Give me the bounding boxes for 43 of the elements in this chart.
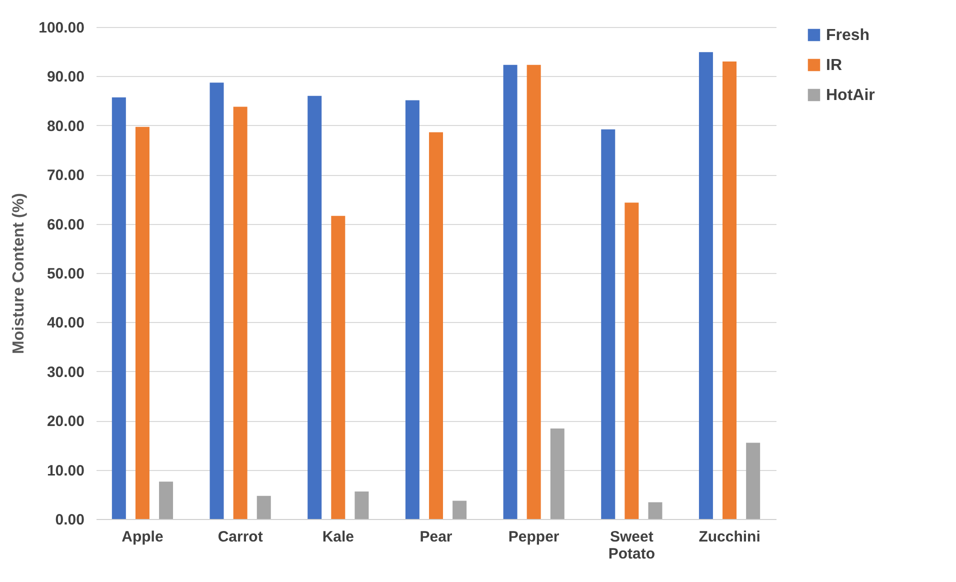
y-tick-label: 0.00 bbox=[55, 512, 84, 528]
bar bbox=[233, 106, 248, 519]
legend-label: Fresh bbox=[826, 27, 870, 44]
bar bbox=[698, 52, 713, 519]
x-tick-label: Pear bbox=[420, 528, 452, 546]
y-tick-label: 50.00 bbox=[46, 266, 84, 282]
y-tick-label: 90.00 bbox=[46, 68, 84, 86]
x-tick-label: Kale bbox=[322, 528, 354, 546]
bar bbox=[429, 132, 443, 519]
bar bbox=[503, 64, 518, 519]
y-tick-label: 100.00 bbox=[38, 20, 84, 36]
bar bbox=[452, 500, 467, 519]
bar bbox=[112, 97, 126, 519]
y-tick-label: 60.00 bbox=[46, 216, 84, 234]
y-axis-title: Moisture Content (%) bbox=[10, 193, 28, 354]
bar bbox=[550, 428, 564, 519]
bar bbox=[624, 202, 639, 519]
x-tick-label: Apple bbox=[122, 528, 164, 546]
bar bbox=[135, 126, 150, 519]
bar bbox=[405, 100, 420, 519]
x-tick-label: Carrot bbox=[218, 528, 263, 546]
y-tick-label: 10.00 bbox=[46, 462, 84, 480]
bar bbox=[601, 129, 616, 519]
bar bbox=[210, 82, 224, 519]
y-tick-label: 20.00 bbox=[46, 413, 84, 430]
bar bbox=[746, 442, 760, 519]
legend-label: HotAir bbox=[826, 87, 875, 104]
x-tick-label: Sweet Potato bbox=[608, 528, 656, 562]
bar bbox=[159, 482, 174, 519]
x-tick-label: Pepper bbox=[508, 528, 560, 546]
y-tick-label: 80.00 bbox=[46, 118, 84, 135]
bar bbox=[256, 496, 271, 519]
bar bbox=[331, 216, 346, 519]
y-tick-label: 40.00 bbox=[46, 314, 84, 332]
bar bbox=[526, 64, 541, 519]
bar bbox=[722, 61, 737, 519]
bar bbox=[308, 96, 322, 519]
y-tick-label: 70.00 bbox=[46, 167, 84, 184]
bar bbox=[648, 502, 662, 519]
x-tick-label: Zucchini bbox=[698, 528, 760, 546]
bar bbox=[354, 491, 369, 519]
legend-label: IR bbox=[826, 57, 842, 74]
y-tick-label: 30.00 bbox=[46, 364, 84, 381]
